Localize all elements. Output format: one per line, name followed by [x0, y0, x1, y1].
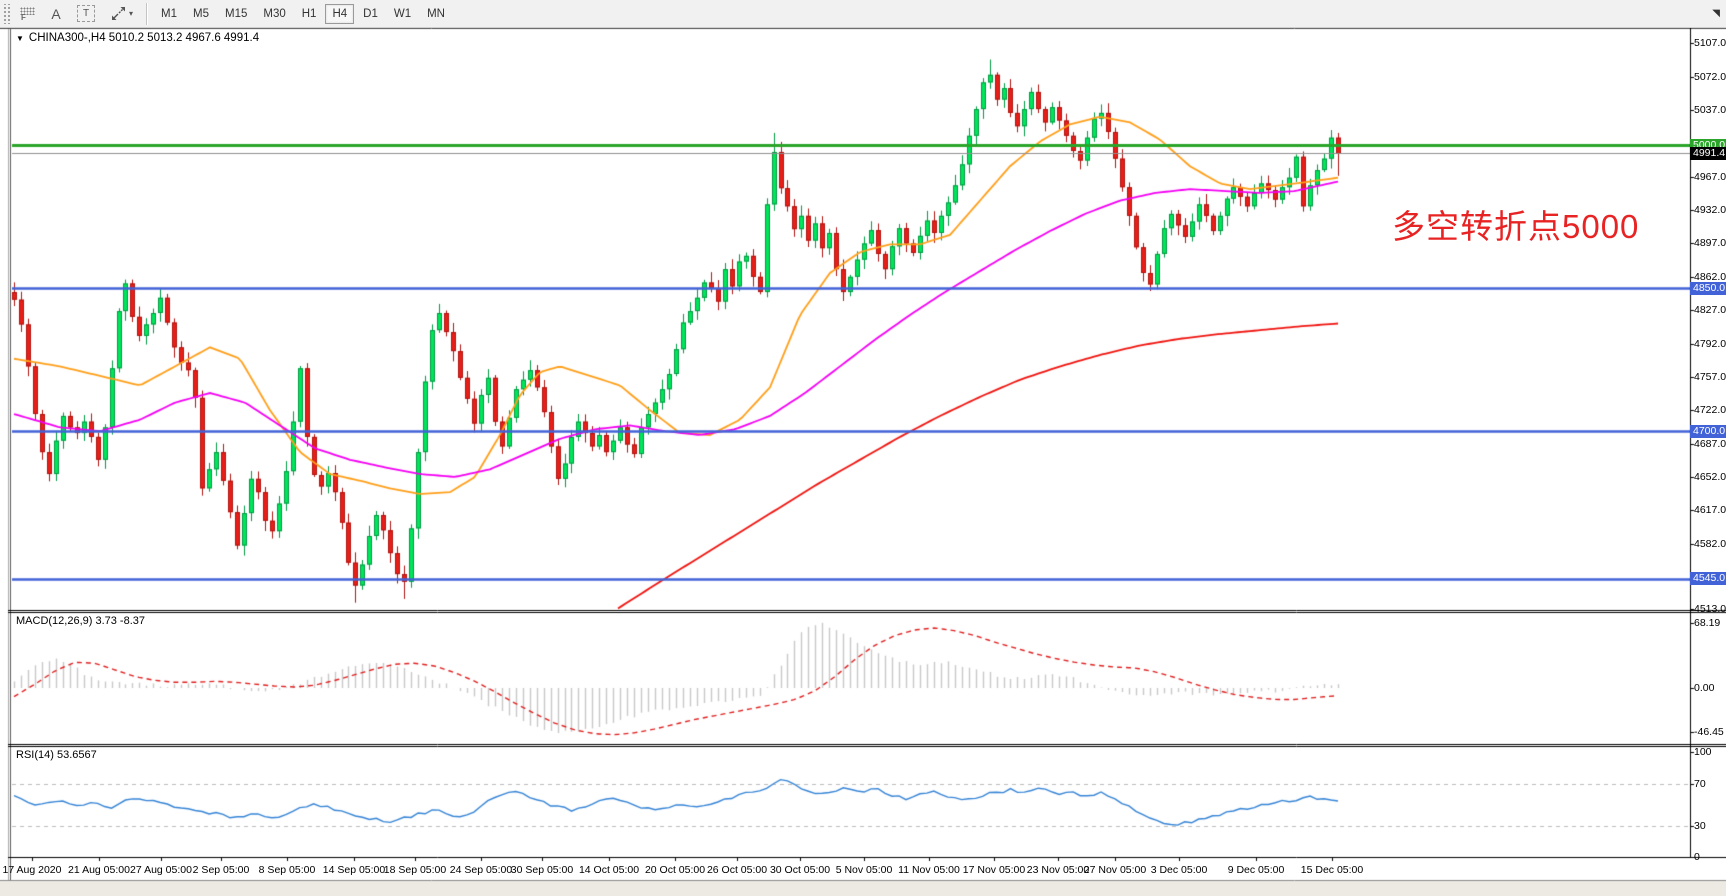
timeframe-group: M1 M5 M15 M30 H1 H4 D1 W1 MN: [153, 3, 453, 24]
chart-canvas[interactable]: [0, 28, 1726, 896]
toolbar-separator: [146, 2, 149, 25]
date-axis-label: 18 Sep 05:00: [383, 864, 447, 876]
price-badge-4545_0: 4545.0: [1690, 572, 1726, 586]
toolbar-overflow-icon[interactable]: ◥: [1712, 8, 1720, 19]
date-axis-label: 24 Sep 05:00: [449, 864, 513, 876]
price-axis-tick: 5037.0: [1694, 104, 1726, 117]
price-axis-tick: 4862.0: [1694, 270, 1726, 283]
date-axis-label: 17 Nov 05:00: [962, 864, 1026, 876]
chart-title-text: CHINA300-,H4 5010.2 5013.2 4967.6 4991.4: [28, 32, 260, 44]
date-axis-label: 20 Oct 05:00: [644, 864, 706, 876]
timeframe-button-w1[interactable]: W1: [387, 4, 418, 24]
date-axis-label: 9 Dec 05:00: [1227, 864, 1285, 876]
annotation-text[interactable]: 多空转折点5000: [1392, 208, 1640, 245]
macd-panel[interactable]: [12, 612, 1688, 744]
timeframe-button-h1[interactable]: H1: [295, 4, 324, 24]
price-axis-tick: 4932.0: [1694, 204, 1726, 217]
macd-axis-tick: -46.45: [1694, 726, 1724, 739]
text-box-button[interactable]: T: [70, 4, 102, 24]
timeframe-button-mn[interactable]: MN: [420, 4, 452, 24]
rsi-axis-tick: 0: [1694, 851, 1700, 863]
chart-window: ▼ CHINA300-,H4 5010.2 5013.2 4967.6 4991…: [0, 28, 1726, 896]
price-axis-tick: 5107.0: [1694, 37, 1726, 50]
date-axis-label: 27 Nov 05:00: [1083, 864, 1147, 876]
timeframe-button-m15[interactable]: M15: [218, 4, 254, 24]
date-axis-label: 30 Sep 05:00: [510, 864, 574, 876]
arrange-objects-button[interactable]: ▾: [104, 4, 140, 24]
date-axis-label: 23 Nov 05:00: [1026, 864, 1090, 876]
price-axis-tick: 4792.0: [1694, 337, 1726, 350]
toolbar-drag-handle[interactable]: [2, 3, 12, 24]
date-axis-label: 5 Nov 05:00: [835, 864, 893, 876]
price-badge-4850_0: 4850.0: [1690, 281, 1726, 295]
text-label-button[interactable]: A: [44, 4, 68, 24]
rsi-label: RSI(14) 53.6567: [16, 749, 97, 761]
price-axis-tick: 4582.0: [1694, 537, 1726, 550]
price-axis-tick: 4757.0: [1694, 370, 1726, 383]
grid-f-icon: F: [20, 7, 35, 22]
diagonal-arrows-icon: [112, 6, 125, 20]
price-axis-tick: 4827.0: [1694, 304, 1726, 317]
timeframe-button-m5[interactable]: M5: [186, 4, 216, 24]
date-axis-label: 26 Oct 05:00: [706, 864, 768, 876]
date-axis-label: 15 Dec 05:00: [1300, 864, 1364, 876]
date-axis-label: 8 Sep 05:00: [258, 864, 316, 876]
text-box-icon: T: [77, 5, 95, 22]
date-axis-label: 30 Oct 05:00: [769, 864, 831, 876]
price-axis-tick: 4652.0: [1694, 470, 1726, 483]
date-axis-label: 2 Sep 05:00: [192, 864, 250, 876]
timeframe-button-h4[interactable]: H4: [325, 3, 355, 24]
symbol-dropdown-icon[interactable]: ▼: [16, 33, 24, 43]
date-axis-label: 11 Nov 05:00: [898, 864, 960, 876]
price-axis-tick: 4967.0: [1694, 170, 1726, 183]
text-label-icon: A: [51, 5, 61, 22]
price-axis-tick: 5072.0: [1694, 70, 1726, 83]
rsi-panel[interactable]: [12, 746, 1688, 857]
chart-shift-grid-icon[interactable]: F: [13, 4, 42, 24]
price-axis-tick: 4617.0: [1694, 504, 1726, 517]
price-axis-tick: 4687.0: [1694, 437, 1726, 450]
macd-label: MACD(12,26,9) 3.73 -8.37: [16, 615, 146, 627]
main-chart-panel[interactable]: [12, 30, 1688, 610]
price-axis-tick: 4513.0: [1694, 603, 1726, 616]
macd-axis-tick: 68.19: [1694, 617, 1721, 629]
rsi-axis-tick: 30: [1694, 819, 1706, 832]
chevron-down-icon: ▾: [129, 9, 134, 18]
chart-title: ▼ CHINA300-,H4 5010.2 5013.2 4967.6 4991…: [16, 32, 259, 44]
date-axis-label: 27 Aug 05:00: [130, 864, 192, 876]
timeframe-button-m30[interactable]: M30: [256, 4, 292, 24]
timeframe-button-m1[interactable]: M1: [154, 4, 184, 24]
rsi-axis-tick: 70: [1694, 777, 1706, 790]
timeframe-button-d1[interactable]: D1: [356, 4, 385, 24]
price-badge-4991_4: 4991.4: [1690, 146, 1726, 160]
top-toolbar: F A T ▾ M1 M5 M15 M30 H1 H4 D1 W1 MN ◥: [0, 0, 1726, 28]
price-badge-4700_0: 4700.0: [1690, 424, 1726, 438]
macd-axis-tick: 0.00: [1694, 682, 1715, 694]
price-axis-tick: 4722.0: [1694, 404, 1726, 417]
rsi-axis-tick: 100: [1694, 746, 1712, 758]
date-axis-label: 17 Aug 2020: [2, 864, 62, 876]
price-axis-tick: 4897.0: [1694, 237, 1726, 250]
date-axis-label: 3 Dec 05:00: [1150, 864, 1208, 876]
date-axis-label: 14 Oct 05:00: [578, 864, 640, 876]
date-axis-label: 14 Sep 05:00: [322, 864, 386, 876]
date-axis-label: 21 Aug 05:00: [68, 864, 130, 876]
